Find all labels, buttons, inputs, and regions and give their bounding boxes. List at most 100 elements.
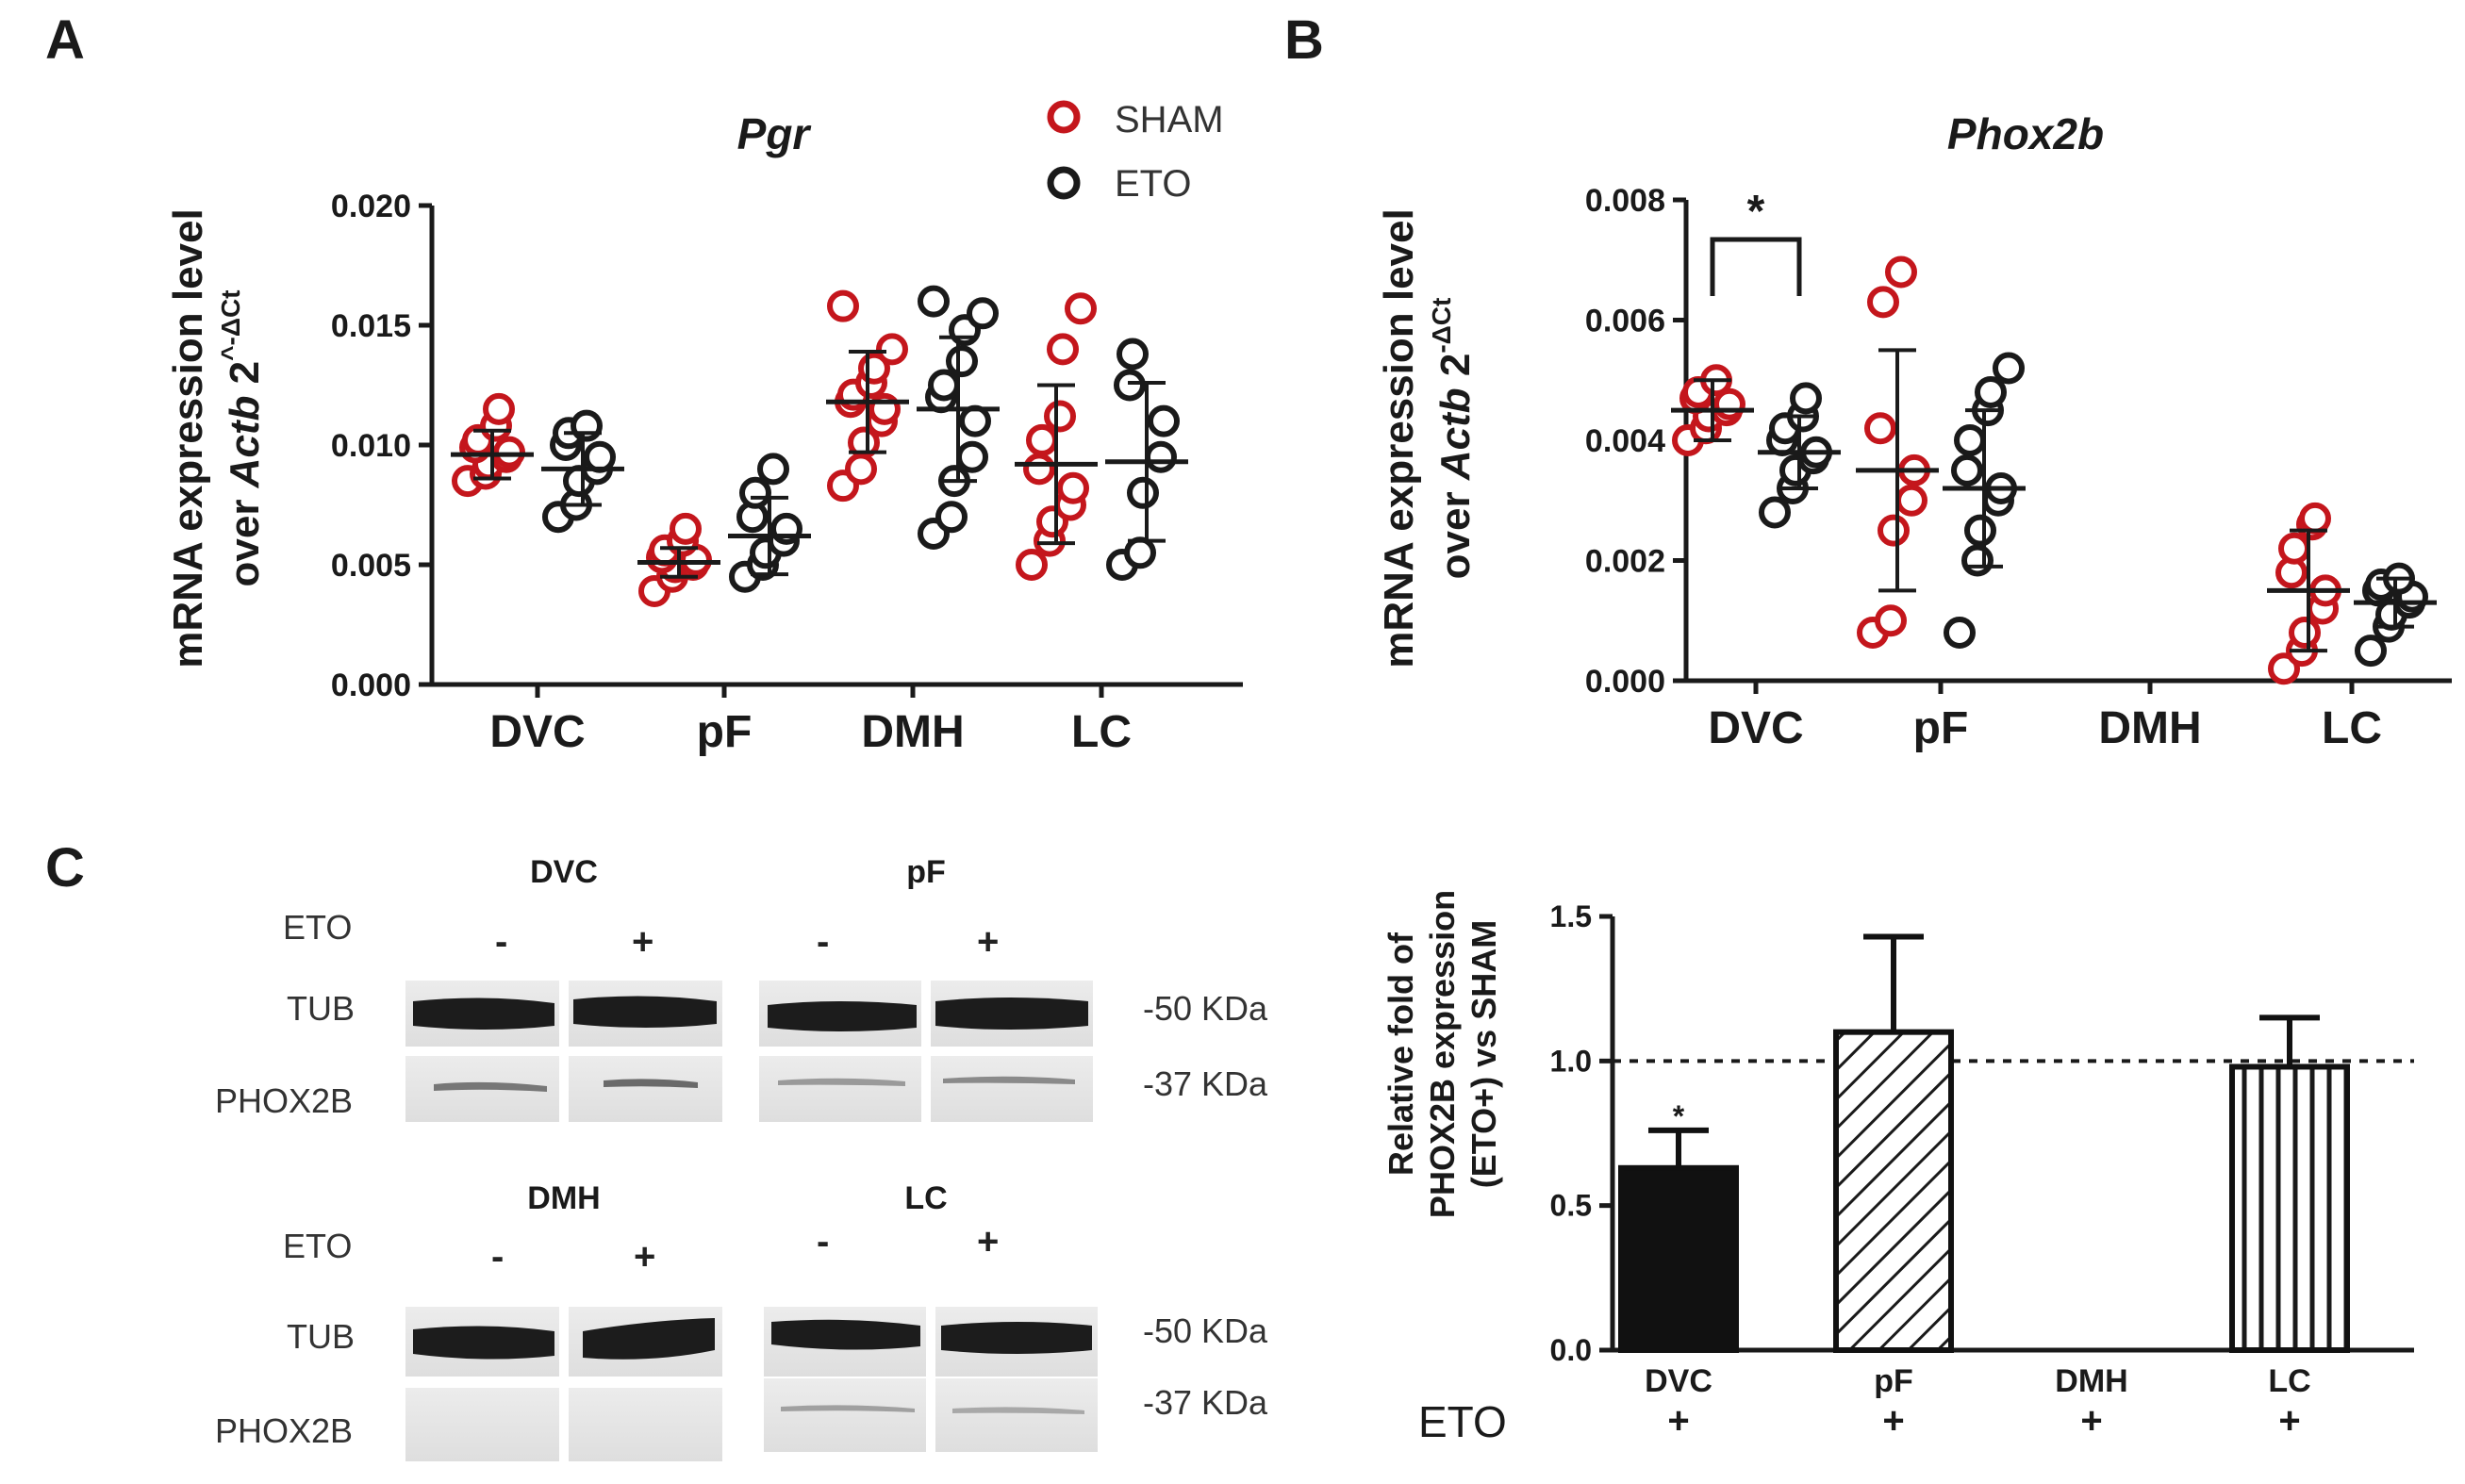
data-point-eto <box>1975 376 2007 408</box>
blot-sign-dmh-minus: - <box>491 1236 504 1278</box>
data-point-eto <box>1993 352 2025 385</box>
panel-b-letter: B <box>1284 9 1324 71</box>
panel-a: A Pgr SHAM ETO mRNA expression level ove… <box>45 9 1243 757</box>
data-point-eto <box>1148 404 1180 437</box>
data-point-eto <box>1127 476 1159 509</box>
panel-c: C DVC pF ETO - + - + TUB PHOX2B -50 KDa <box>45 837 1268 1461</box>
data-point-eto <box>1124 536 1156 569</box>
data-point-sham <box>2268 652 2300 685</box>
data-point-eto <box>1790 382 1822 415</box>
y-tick-label: 0.005 <box>331 548 411 584</box>
blot-phox-top <box>405 1056 1093 1122</box>
blot-sign-pf-minus: - <box>817 921 829 963</box>
kda-50-bottom: -50 KDa <box>1143 1311 1268 1350</box>
y-tick-label: 0.020 <box>331 189 411 224</box>
legend-eto-marker <box>1047 166 1081 200</box>
data-point-eto <box>918 285 950 318</box>
data-point-sham <box>493 436 525 469</box>
blot-tub-label-top: TUB <box>287 989 355 1028</box>
blot-tub-bottom <box>405 1307 1098 1377</box>
blot-tub-top <box>405 981 1093 1047</box>
x-category-label: pF <box>697 707 753 757</box>
kda-37-bottom: -37 KDa <box>1143 1383 1268 1422</box>
panel-b-plot: 0.000 0.002 0.004 0.006 0.008 DVC pF DMH LC * <box>1585 183 2452 753</box>
blot-phox-bottom <box>405 1378 1098 1461</box>
blot-sign-pf-plus: + <box>977 921 999 963</box>
blot-title-lc: LC <box>904 1180 947 1216</box>
y-tick-label: 0.006 <box>1585 304 1665 339</box>
blot-sign-lc-plus: + <box>977 1221 999 1262</box>
data-point-sham <box>1885 256 1917 289</box>
bar-category-label: pF <box>1874 1363 1913 1399</box>
blot-title-pf: pF <box>906 854 946 890</box>
bar-eto-sign: + <box>2080 1400 2102 1442</box>
data-point-eto <box>1114 369 1146 402</box>
blot-title-dvc: DVC <box>530 854 598 890</box>
bar-eto-row-label: ETO <box>1418 1397 1507 1446</box>
bar-pf <box>1833 1029 1954 1353</box>
x-category-label: LC <box>1071 707 1132 757</box>
panel-b: B Phox2b mRNA expression level over Actb… <box>1284 9 2452 753</box>
bar-y-tick-label: 0.5 <box>1550 1189 1592 1223</box>
panel-b-ylabel-line1: mRNA expression level <box>1376 208 1422 668</box>
data-point-eto <box>757 453 789 486</box>
panel-b-ylabel: mRNA expression level over Actb 2-ΔCt <box>1376 208 1479 668</box>
data-point-eto <box>1961 544 1994 577</box>
y-tick-label: 0.000 <box>331 668 411 703</box>
x-category-label: DMH <box>861 707 964 757</box>
data-point-eto <box>1944 617 1976 649</box>
data-point-sham <box>1044 400 1076 433</box>
kda-50-top: -50 KDa <box>1143 989 1268 1028</box>
legend-eto-label: ETO <box>1115 163 1192 205</box>
data-point-sham <box>1867 286 1899 319</box>
data-point-eto <box>959 404 991 437</box>
panel-c-bar-chart: Relative fold of PHOX2B expression (ETO+… <box>1381 890 2414 1446</box>
bar-eto-sign: + <box>1667 1400 1689 1442</box>
panel-a-gene-title: Pgr <box>737 109 812 158</box>
data-point-eto <box>1145 440 1177 473</box>
x-category-label: LC <box>2322 703 2382 753</box>
panel-c-plot: 0.00.51.01.5*DVC+pF+DMH+LC+ETO <box>1418 899 2414 1446</box>
kda-37-top: -37 KDa <box>1143 1064 1268 1103</box>
y-tick-label: 0.002 <box>1585 544 1665 580</box>
data-point-sham <box>670 512 702 545</box>
data-point-sham <box>1047 333 1079 366</box>
blot-title-dmh: DMH <box>527 1180 600 1216</box>
data-point-sham <box>1023 453 1055 486</box>
panel-a-ylabel-line1: mRNA expression level <box>165 208 211 668</box>
data-point-eto <box>584 440 616 473</box>
data-point-eto <box>2355 635 2387 668</box>
blot-phox-label-top: PHOX2B <box>215 1081 353 1120</box>
panel-a-letter: A <box>45 9 85 71</box>
data-point-sham <box>1057 471 1089 504</box>
x-category-label: DMH <box>2098 703 2201 753</box>
blot-sign-dvc-plus: + <box>632 921 653 963</box>
data-point-eto <box>928 369 960 402</box>
data-point-eto <box>1954 424 1986 456</box>
bar-category-label: DMH <box>2055 1363 2127 1399</box>
data-point-sham <box>1878 514 1910 547</box>
panel-a-ylabel-line2: over Actb 2^-ΔCt <box>216 289 268 586</box>
data-point-sham <box>1875 604 1907 637</box>
data-point-eto <box>935 501 968 534</box>
data-point-eto <box>1117 338 1149 371</box>
blot-sign-lc-minus: - <box>817 1221 829 1262</box>
panel-a-ylabel: mRNA expression level over Actb 2^-ΔCt <box>165 208 268 668</box>
data-point-sham <box>827 289 859 322</box>
x-category-label: DVC <box>1708 703 1803 753</box>
x-category-label: DVC <box>489 707 585 757</box>
bar-y-tick-label: 1.5 <box>1550 899 1592 933</box>
bar-y-tick-label: 0.0 <box>1550 1333 1592 1367</box>
panel-c-letter: C <box>45 837 85 899</box>
data-point-sham <box>2289 617 2321 649</box>
bar-y-tick-label: 1.0 <box>1550 1044 1592 1078</box>
panel-c-ylabel-line3: (ETO+) vs SHAM <box>1464 920 1503 1188</box>
data-point-eto <box>1964 514 1996 547</box>
data-point-eto <box>956 440 988 473</box>
panel-c-ylabel: Relative fold of PHOX2B expression (ETO+… <box>1381 890 1503 1218</box>
significance-star: * <box>1747 187 1765 237</box>
y-tick-label: 0.010 <box>331 428 411 464</box>
y-tick-label: 0.000 <box>1585 664 1665 700</box>
data-point-eto <box>946 345 978 378</box>
